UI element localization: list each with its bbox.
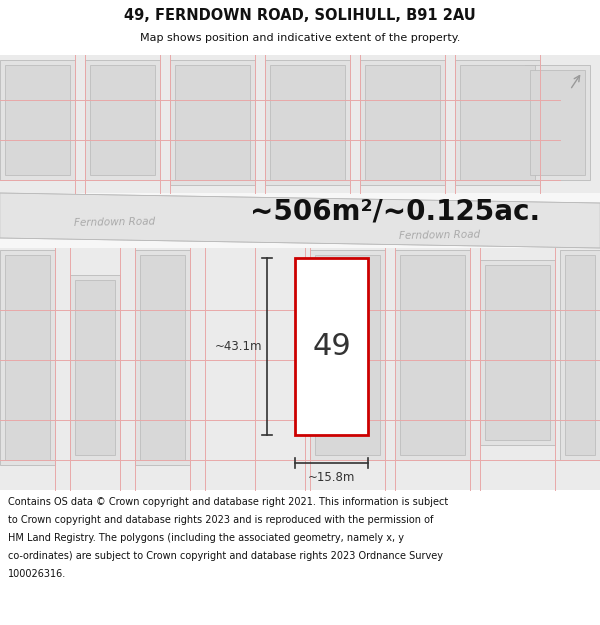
Bar	[395, 250, 470, 460]
Bar	[0, 55, 600, 193]
Bar	[310, 250, 385, 460]
Text: ~43.1m: ~43.1m	[215, 340, 262, 353]
Polygon shape	[0, 193, 600, 248]
Bar	[530, 70, 585, 175]
Bar	[0, 250, 55, 465]
Bar	[460, 65, 535, 180]
Text: 49: 49	[312, 332, 351, 361]
Bar	[565, 255, 595, 455]
Bar	[140, 255, 185, 460]
Bar	[5, 65, 70, 175]
Bar	[360, 60, 445, 185]
Text: Contains OS data © Crown copyright and database right 2021. This information is : Contains OS data © Crown copyright and d…	[8, 497, 448, 507]
Bar	[0, 490, 600, 625]
Bar	[70, 275, 120, 460]
Bar	[0, 248, 600, 490]
Bar	[270, 65, 345, 180]
Bar	[170, 60, 255, 185]
Bar	[0, 0, 600, 55]
Bar	[525, 65, 590, 180]
Bar	[315, 255, 380, 455]
Text: to Crown copyright and database rights 2023 and is reproduced with the permissio: to Crown copyright and database rights 2…	[8, 515, 433, 525]
Bar	[365, 65, 440, 180]
Bar	[5, 255, 50, 460]
Bar	[485, 265, 550, 440]
Bar	[90, 65, 155, 175]
Text: HM Land Registry. The polygons (including the associated geometry, namely x, y: HM Land Registry. The polygons (includin…	[8, 533, 404, 543]
Bar	[75, 280, 115, 455]
Bar	[175, 65, 250, 180]
Text: Ferndown Road: Ferndown Road	[399, 229, 481, 241]
Bar	[400, 255, 465, 455]
Bar	[0, 60, 75, 180]
Bar	[85, 60, 160, 180]
Bar	[135, 250, 190, 465]
Text: 49, FERNDOWN ROAD, SOLIHULL, B91 2AU: 49, FERNDOWN ROAD, SOLIHULL, B91 2AU	[124, 8, 476, 22]
Text: ~506m²/~0.125ac.: ~506m²/~0.125ac.	[250, 198, 540, 226]
Text: 100026316.: 100026316.	[8, 569, 66, 579]
Text: ~15.8m: ~15.8m	[308, 471, 355, 484]
Bar	[455, 60, 540, 185]
Bar	[295, 258, 368, 435]
Bar	[265, 60, 350, 185]
Text: Map shows position and indicative extent of the property.: Map shows position and indicative extent…	[140, 33, 460, 43]
Bar	[480, 260, 555, 445]
Bar	[560, 250, 600, 460]
Bar	[0, 55, 600, 490]
Text: Ferndown Road: Ferndown Road	[74, 216, 156, 227]
Text: co-ordinates) are subject to Crown copyright and database rights 2023 Ordnance S: co-ordinates) are subject to Crown copyr…	[8, 551, 443, 561]
